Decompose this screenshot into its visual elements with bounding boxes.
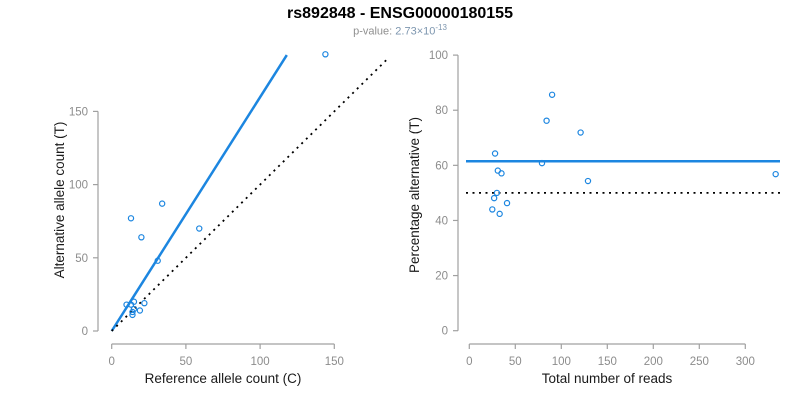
y-tick-label: 60: [435, 160, 448, 172]
y-tick-label: 40: [435, 215, 448, 227]
x-tick-label: 100: [251, 356, 270, 368]
y-tick-label: 80: [435, 105, 448, 117]
y-tick-label: 20: [435, 271, 448, 283]
pvalue-subtitle: p-value: 2.73×10-13: [0, 23, 800, 38]
right-points: [489, 91, 779, 218]
data-point: [158, 200, 166, 207]
y-tick-label: 50: [75, 253, 88, 265]
right-lines: [466, 159, 780, 194]
data-point: [129, 311, 136, 319]
x-tick-label: 0: [108, 356, 114, 368]
left-scatter-panel: 0 50 100 150 0 50 100 150 Reference allele coun…: [52, 51, 390, 386]
data-point: [322, 51, 329, 58]
data-point: [154, 257, 161, 264]
data-point: [129, 308, 136, 316]
x-tick-label: 250: [690, 356, 709, 368]
data-point: [584, 177, 592, 185]
data-point: [496, 210, 503, 218]
data-point: [772, 170, 779, 178]
y-tick-label: 150: [69, 106, 88, 118]
pvalue-mantissa: 2.73×10: [395, 25, 436, 38]
data-point: [577, 129, 584, 136]
x-tick-label: 50: [509, 356, 522, 368]
y-axis-label-left: Alternative allele count (T): [52, 122, 67, 279]
data-point: [141, 299, 148, 307]
data-point: [498, 170, 505, 177]
data-point: [503, 199, 511, 207]
x-tick-label: 150: [325, 356, 344, 368]
left-lines: [110, 54, 390, 332]
page-title: rs892848 - ENSG00000180155: [287, 5, 513, 22]
left-points: [123, 51, 329, 319]
data-point: [136, 307, 144, 314]
right-axes: 0 50 100 150 200 250 300 0 20 40 60 80 100: [429, 50, 755, 368]
data-point: [489, 206, 496, 213]
data-point: [196, 225, 203, 232]
y-axis-label-right: Percentage alternative (T): [407, 117, 422, 273]
y-tick-label: 100: [69, 180, 88, 192]
pvalue-exponent: -13: [435, 23, 447, 32]
data-point: [493, 189, 501, 197]
data-point: [130, 298, 138, 305]
y-tick-label: 0: [82, 326, 88, 338]
x-tick-label: 300: [736, 356, 755, 368]
data-point: [491, 150, 499, 157]
x-axis-label-left: Reference allele count (C): [145, 371, 302, 386]
x-tick-label: 100: [552, 356, 571, 368]
data-point: [127, 215, 135, 222]
x-axis-label-right: Total number of reads: [542, 371, 673, 386]
data-point: [538, 159, 546, 167]
data-point: [490, 194, 498, 202]
pvalue-label: p-value:: [353, 25, 396, 38]
data-point: [123, 301, 130, 308]
x-tick-label: 150: [598, 356, 617, 368]
right-scatter-panel: 0 50 100 150 200 250 300 0 20 40 60 80 100 Total num…: [407, 50, 780, 386]
data-point: [543, 117, 550, 124]
left-axes: 0 50 100 150 0 50 100 150: [69, 106, 344, 368]
data-point: [548, 91, 556, 98]
x-tick-label: 50: [180, 356, 193, 368]
fit-line: [110, 54, 288, 332]
x-tick-label: 0: [466, 356, 472, 368]
x-tick-label: 200: [644, 356, 663, 368]
y-tick-label: 0: [442, 326, 448, 338]
y-tick-label: 100: [429, 50, 448, 62]
data-point: [138, 234, 145, 241]
identity-line: [111, 56, 390, 332]
